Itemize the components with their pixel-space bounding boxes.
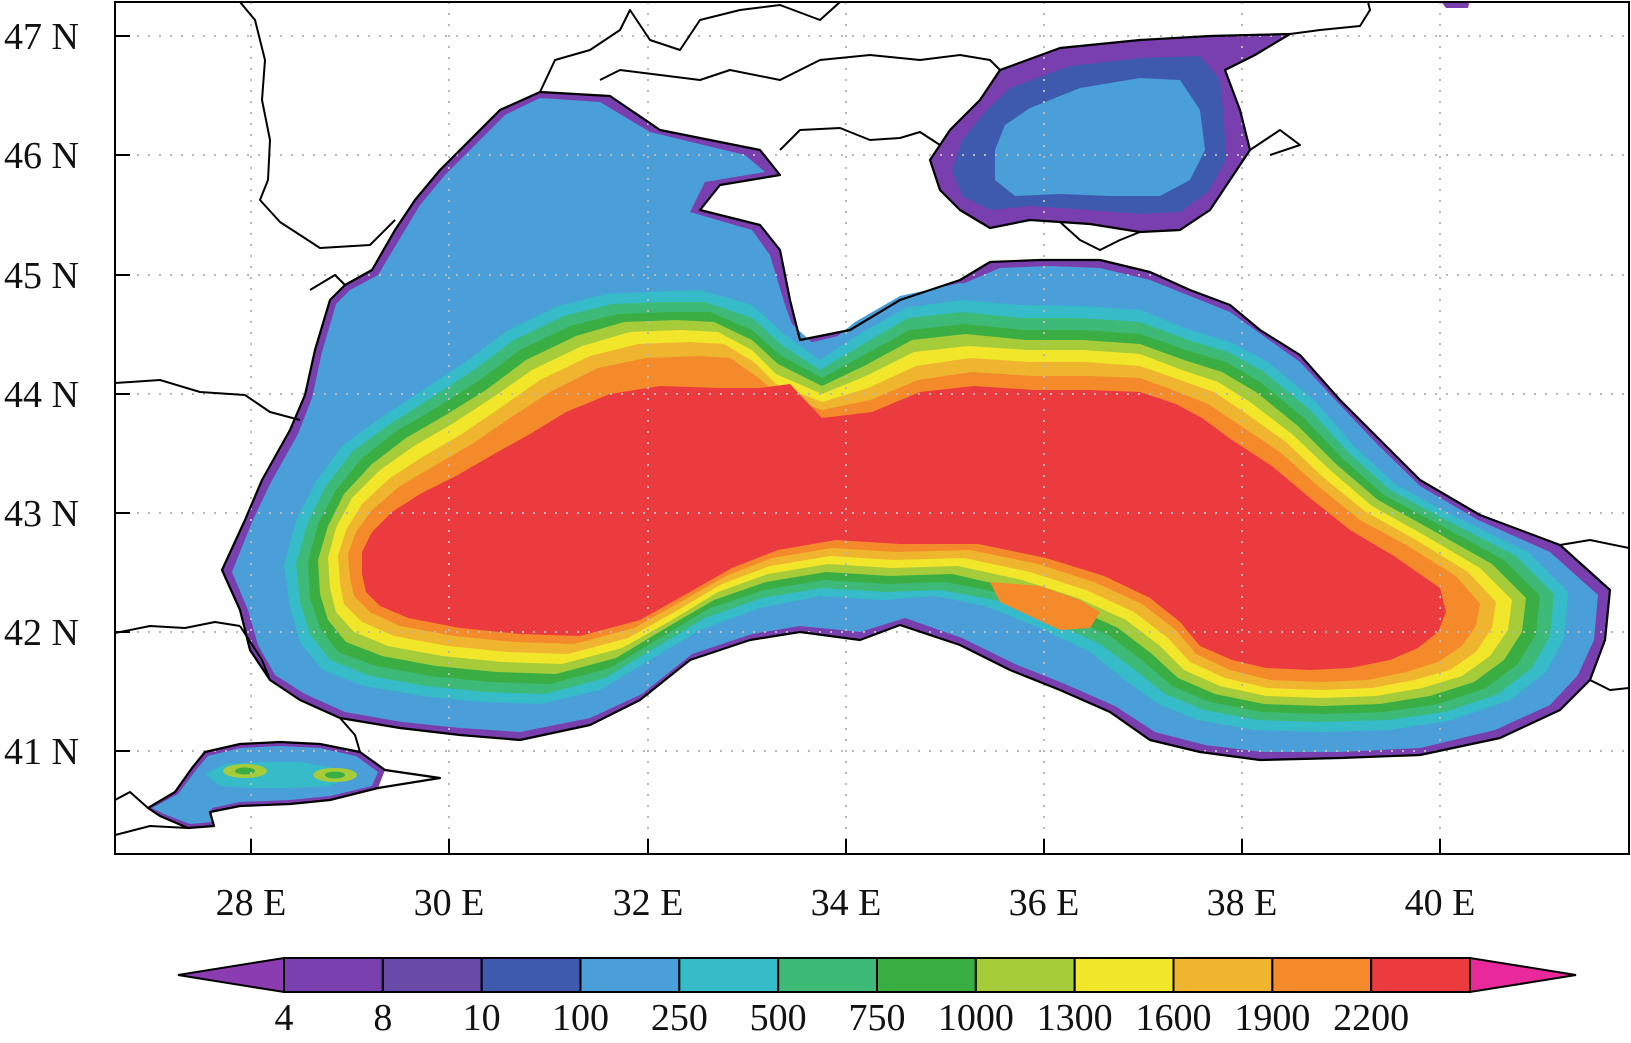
lat-label: 43 N <box>4 493 79 535</box>
lon-label: 34 E <box>811 882 882 924</box>
colorbar-label: 750 <box>849 997 906 1039</box>
border-dardanelles <box>115 791 149 809</box>
colorbar-label: 2200 <box>1333 997 1409 1039</box>
azov-shelf <box>995 78 1205 196</box>
colorbar-segment <box>678 957 780 993</box>
border-moldova <box>309 274 346 291</box>
border-crimea-north <box>779 127 941 151</box>
colorbar-segment <box>1370 957 1471 993</box>
border-russia-east <box>1289 2 1371 35</box>
colorbar-label: 1900 <box>1234 997 1310 1039</box>
border-ukraine-north <box>539 2 841 93</box>
colorbar-segment <box>480 957 582 993</box>
colorbar-segments <box>283 957 1471 993</box>
depth-band-2200 <box>362 384 1446 670</box>
colorbar-segment <box>876 957 977 993</box>
lon-label: 30 E <box>414 882 485 924</box>
colorbar-label: 1600 <box>1136 997 1212 1039</box>
colorbar-over-arrow <box>1469 956 1577 994</box>
colorbar-label: 8 <box>373 997 392 1039</box>
colorbar-segment <box>381 957 483 993</box>
colorbar-label: 500 <box>750 997 807 1039</box>
lon-label: 40 E <box>1405 882 1476 924</box>
border-turkey-thrace <box>239 625 271 681</box>
border-ukraine-south <box>599 54 1001 81</box>
lon-label: 32 E <box>613 882 684 924</box>
map-border <box>114 1 1630 855</box>
colorbar-label: 250 <box>651 997 708 1039</box>
lat-label: 41 N <box>4 731 79 773</box>
coast-marmara <box>146 740 442 830</box>
latitude-axis: 47 N 46 N 45 N 44 N 43 N 42 N 41 N <box>4 16 130 773</box>
coastlines <box>115 2 1629 836</box>
longitude-axis: 28 E 30 E 32 E 34 E 36 E 38 E 40 E <box>216 839 1476 924</box>
coast-black-sea <box>220 90 1612 762</box>
colorbar-label: 100 <box>552 997 609 1039</box>
border-romania <box>239 2 396 249</box>
colorbar-segment <box>283 957 384 993</box>
colorbar-segment <box>1172 957 1274 993</box>
colorbar-label: 10 <box>463 997 501 1039</box>
colorbar-segment <box>974 957 1076 993</box>
depth-band-1900-south-lobe <box>990 582 1100 630</box>
colorbar-label: 4 <box>275 997 294 1039</box>
colorbar-segment <box>777 957 879 993</box>
lat-label: 44 N <box>4 374 79 416</box>
lat-label: 47 N <box>4 16 79 58</box>
colorbar-under-arrow <box>177 956 285 994</box>
colorbar-label: 1300 <box>1037 997 1113 1039</box>
colorbar-segment <box>579 957 681 993</box>
coast-azov <box>928 32 1292 234</box>
lat-label: 45 N <box>4 255 79 297</box>
black-sea-bathymetry <box>222 92 1610 760</box>
border-bosporus <box>339 717 361 753</box>
border-caucasus <box>1559 539 1629 549</box>
border-russia-azov-east <box>1249 129 1301 156</box>
border-west-2 <box>115 621 241 634</box>
colorbar: 4 8 10 100 250 500 750 1000 1300 1600 1900 2200 <box>177 956 1577 1039</box>
sea-of-azov <box>930 34 1290 232</box>
border-west-1 <box>115 379 301 421</box>
lat-label: 46 N <box>4 135 79 177</box>
colorbar-segment <box>1073 957 1175 993</box>
sea-of-marmara <box>148 742 385 828</box>
lat-label: 42 N <box>4 612 79 654</box>
colorbar-label: 1000 <box>938 997 1014 1039</box>
marmara-core-east <box>325 771 345 779</box>
border-kerch <box>1059 221 1141 251</box>
lon-label: 38 E <box>1207 882 1278 924</box>
colorbar-segment <box>1271 957 1373 993</box>
lon-label: 28 E <box>216 882 287 924</box>
border-aegean <box>115 825 189 836</box>
colorbar-labels: 4 8 10 100 250 500 750 1000 1300 1600 1900 2200 <box>275 997 1410 1039</box>
lon-label: 36 E <box>1009 882 1080 924</box>
sea-patch-top-right <box>1441 2 1470 8</box>
border-georgia-turkey <box>1589 679 1629 691</box>
